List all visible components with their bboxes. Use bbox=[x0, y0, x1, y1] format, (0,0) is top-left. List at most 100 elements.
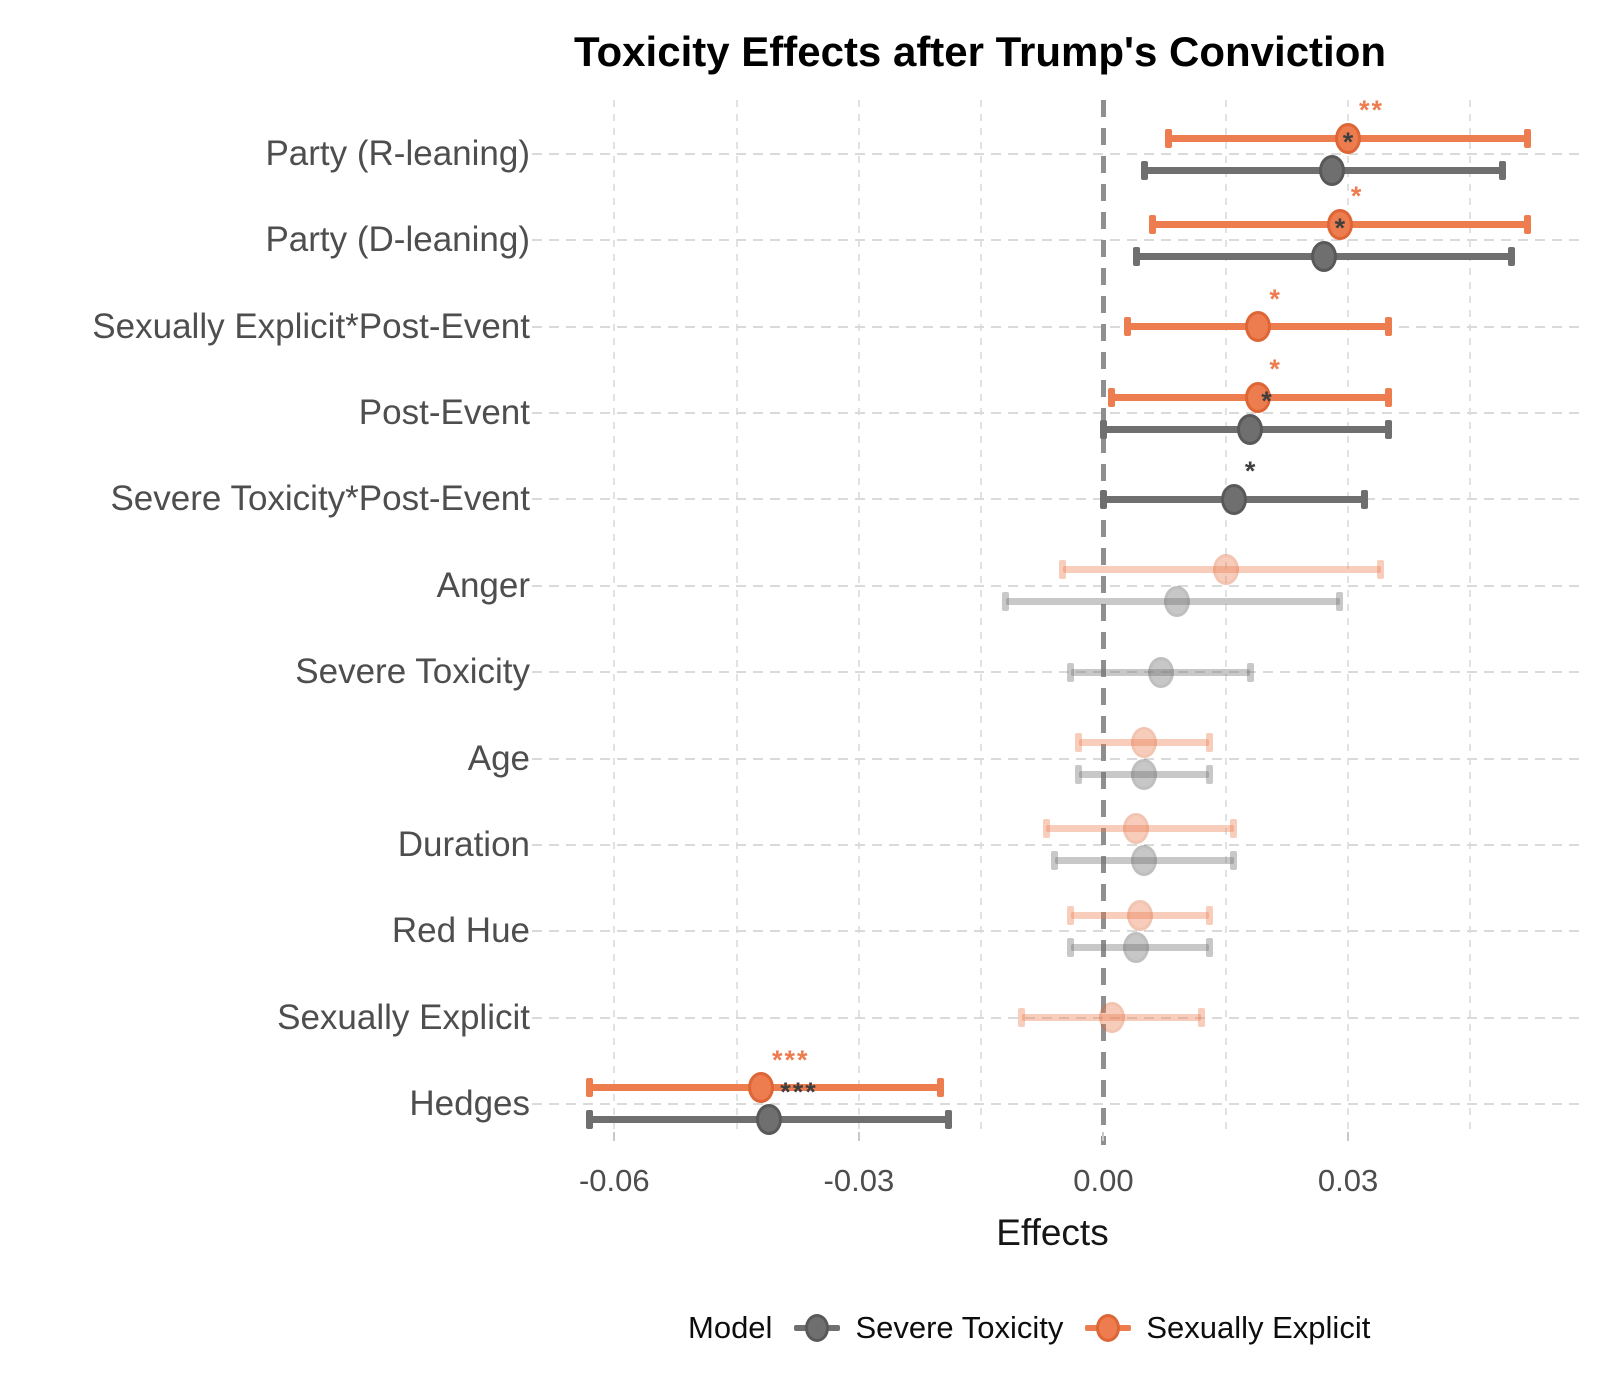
point-estimate bbox=[1245, 311, 1272, 343]
interval-end-cap bbox=[1075, 733, 1083, 753]
row-gridline bbox=[532, 930, 1582, 933]
vertical-gridline bbox=[857, 100, 860, 1130]
interval-end-cap bbox=[1246, 662, 1254, 682]
point-estimate bbox=[1237, 413, 1264, 445]
interval-end-cap bbox=[1067, 662, 1075, 682]
x-tick-mark bbox=[857, 1132, 860, 1141]
row-gridline bbox=[532, 1016, 1582, 1019]
interval-end-cap bbox=[1002, 592, 1010, 612]
interval-end-cap bbox=[1385, 317, 1393, 337]
x-tick-label: -0.03 bbox=[823, 1163, 895, 1198]
interval-end-cap bbox=[1140, 160, 1148, 180]
point-estimate bbox=[1131, 845, 1158, 877]
x-tick-mark bbox=[1347, 1132, 1350, 1141]
y-axis-label: Age bbox=[467, 738, 530, 778]
interval-end-cap bbox=[1108, 387, 1116, 407]
legend: Model Severe Toxicity Sexually Explicit bbox=[688, 1300, 1392, 1356]
row-gridline bbox=[532, 757, 1582, 760]
significance-stars: * bbox=[1269, 354, 1282, 385]
interval-end-cap bbox=[1205, 937, 1213, 957]
point-estimate bbox=[1147, 656, 1174, 688]
x-axis-title: Effects bbox=[996, 1212, 1109, 1253]
x-tick-mark bbox=[1102, 1132, 1105, 1141]
point-estimate bbox=[1098, 1002, 1125, 1034]
point-estimate bbox=[1318, 154, 1345, 186]
y-axis-label: Hedges bbox=[409, 1083, 530, 1123]
interval-end-cap bbox=[1385, 387, 1393, 407]
point-estimate bbox=[1123, 813, 1150, 845]
point-estimate bbox=[1212, 554, 1239, 586]
x-tick-label: -0.06 bbox=[578, 1163, 650, 1198]
y-axis-label: Severe Toxicity*Post-Event bbox=[110, 479, 530, 519]
interval-end-cap bbox=[1377, 560, 1385, 580]
interval-end-cap bbox=[586, 1078, 594, 1098]
row-gridline bbox=[532, 239, 1582, 242]
vertical-gridline bbox=[1469, 100, 1472, 1130]
y-axis-label: Sexually Explicit bbox=[277, 997, 530, 1037]
legend-label: Severe Toxicity bbox=[855, 1310, 1064, 1345]
legend-title: Model bbox=[688, 1310, 773, 1345]
vertical-gridline bbox=[735, 100, 738, 1130]
x-tick-label: 0.03 bbox=[1317, 1163, 1379, 1198]
row-gridline bbox=[532, 1102, 1582, 1105]
significance-stars: * bbox=[1334, 213, 1348, 244]
interval-end-cap bbox=[1051, 851, 1059, 871]
interval-end-cap bbox=[1165, 128, 1173, 148]
point-estimate bbox=[748, 1072, 775, 1104]
row-gridline bbox=[532, 153, 1582, 155]
point-estimate bbox=[1127, 899, 1154, 931]
zero-reference-line bbox=[1100, 100, 1106, 1145]
x-tick-label: 0.00 bbox=[1073, 1163, 1134, 1198]
vertical-gridline bbox=[1347, 100, 1350, 1130]
interval-end-cap bbox=[1523, 214, 1531, 234]
y-axis-label: Duration bbox=[397, 824, 530, 864]
interval-end-cap bbox=[1360, 489, 1368, 509]
interval-end-cap bbox=[1197, 1008, 1205, 1028]
significance-stars: * bbox=[1342, 127, 1356, 157]
point-estimate bbox=[1123, 931, 1150, 963]
interval-end-cap bbox=[1099, 419, 1107, 439]
point-estimate bbox=[1131, 759, 1158, 791]
significance-stars: * bbox=[1350, 181, 1364, 212]
y-axis-label: Party (R-leaning) bbox=[265, 134, 530, 173]
interval-end-cap bbox=[1075, 765, 1083, 785]
point-estimate bbox=[1326, 208, 1353, 240]
interval-end-cap bbox=[1018, 1008, 1026, 1028]
row-gridline bbox=[532, 325, 1582, 328]
interval-end-cap bbox=[1385, 419, 1393, 439]
legend-label: Sexually Explicit bbox=[1146, 1310, 1371, 1345]
point-estimate bbox=[1245, 381, 1272, 413]
interval-end-cap bbox=[1059, 560, 1067, 580]
significance-stars: * bbox=[1269, 283, 1282, 314]
significance-stars: *** bbox=[772, 1044, 810, 1075]
interval-end-cap bbox=[586, 1110, 594, 1130]
chart-title: Toxicity Effects after Trump's Convictio… bbox=[573, 28, 1387, 75]
legend-item-severe-toxicity: Severe Toxicity bbox=[794, 1310, 1063, 1346]
row-gridline bbox=[532, 671, 1582, 674]
interval-end-cap bbox=[1499, 160, 1507, 180]
interval-end-cap bbox=[1336, 592, 1344, 612]
interval-end-cap bbox=[1205, 765, 1213, 785]
interval-end-cap bbox=[936, 1078, 944, 1098]
point-estimate bbox=[1310, 240, 1337, 272]
pointrange-key-icon bbox=[794, 1311, 841, 1345]
significance-stars: * bbox=[1261, 386, 1274, 417]
interval-end-cap bbox=[1148, 214, 1156, 234]
interval-end-cap bbox=[1205, 905, 1213, 925]
vertical-gridline bbox=[980, 100, 983, 1130]
pointrange-key-icon bbox=[1085, 1311, 1132, 1345]
point-estimate bbox=[1220, 483, 1247, 515]
interval-end-cap bbox=[1230, 819, 1238, 839]
interval-end-cap bbox=[1042, 819, 1050, 839]
row-gridline bbox=[532, 498, 1582, 501]
row-gridline bbox=[532, 584, 1582, 587]
significance-stars: *** bbox=[780, 1076, 818, 1107]
significance-stars: ** bbox=[1359, 95, 1385, 125]
y-axis-label: Red Hue bbox=[391, 911, 530, 951]
interval-end-cap bbox=[1205, 733, 1213, 753]
interval-end-cap bbox=[1124, 317, 1132, 337]
interval-end-cap bbox=[1230, 851, 1238, 871]
y-axis-label: Severe Toxicity bbox=[295, 652, 530, 692]
vertical-gridline bbox=[613, 100, 616, 1130]
